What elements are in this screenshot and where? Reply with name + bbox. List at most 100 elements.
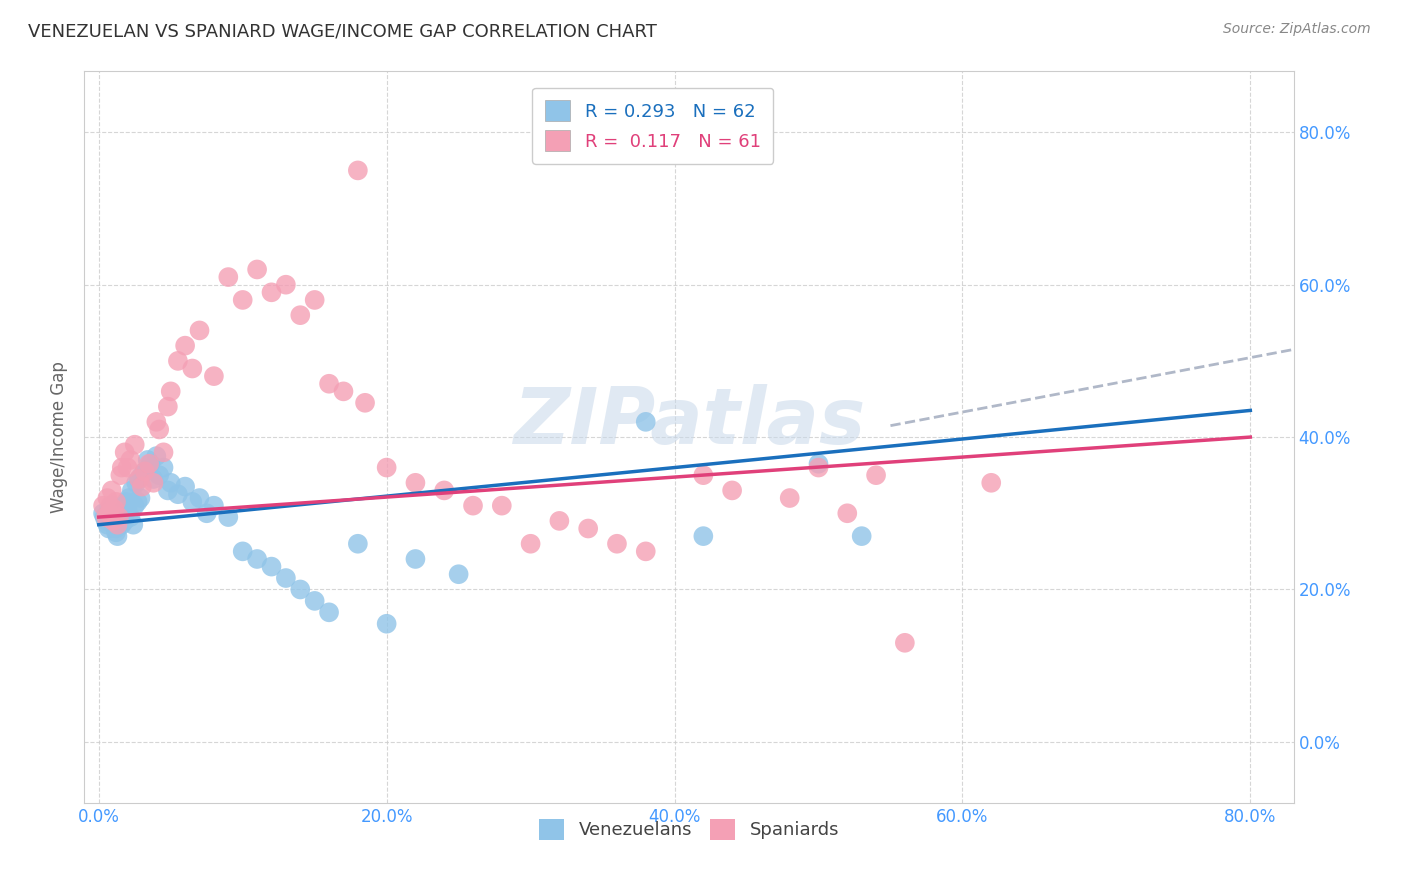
Point [174,480,197,494]
Point [721,483,744,498]
Text: ZIPatlas: ZIPatlas [513,384,865,460]
Point [634,415,657,429]
Point [94,514,117,528]
Point [304,594,326,608]
Point [125,475,148,490]
Point [779,491,801,505]
Point [634,544,657,558]
Point [136,453,159,467]
Point [93,510,115,524]
Point [692,529,714,543]
Point [97,521,120,535]
Point [354,396,377,410]
Point [110,506,132,520]
Point [167,354,190,368]
Point [318,605,340,619]
Point [318,376,340,391]
Point [433,483,456,498]
Point [107,529,129,543]
Point [100,483,122,498]
Point [156,400,179,414]
Point [246,262,269,277]
Point [491,499,513,513]
Point [375,616,398,631]
Point [129,491,152,505]
Point [117,460,139,475]
Point [217,510,239,524]
Point [101,514,124,528]
Point [124,438,146,452]
Point [274,571,297,585]
Point [195,506,218,520]
Point [807,457,830,471]
Point [105,521,128,535]
Point [152,445,174,459]
Point [108,510,131,524]
Point [865,468,887,483]
Point [112,499,135,513]
Point [120,510,142,524]
Point [111,460,134,475]
Point [107,517,129,532]
Point [851,529,873,543]
Point [148,468,170,483]
Point [139,457,162,471]
Point [375,460,398,475]
Point [98,502,121,516]
Point [174,338,197,352]
Point [232,293,254,307]
Point [447,567,470,582]
Point [128,472,150,486]
Point [134,464,156,478]
Point [274,277,297,292]
Point [202,499,225,513]
Point [118,491,141,505]
Point [128,472,150,486]
Point [202,369,225,384]
Point [837,506,859,520]
Point [105,525,128,540]
Point [131,468,153,483]
Point [91,499,114,513]
Point [127,495,149,509]
Point [159,475,181,490]
Point [290,582,312,597]
Point [142,475,165,490]
Point [114,514,136,528]
Point [101,506,124,520]
Point [110,468,132,483]
Point [96,517,118,532]
Point [100,499,122,513]
Point [138,457,160,471]
Point [159,384,181,399]
Point [105,495,128,509]
Point [108,514,131,528]
Point [548,514,571,528]
Point [576,521,599,535]
Point [104,502,127,516]
Point [121,483,143,498]
Point [156,483,179,498]
Point [152,460,174,475]
Point [332,384,354,399]
Point [246,552,269,566]
Legend: Venezuelans, Spaniards: Venezuelans, Spaniards [530,810,848,848]
Point [101,510,124,524]
Point [124,499,146,513]
Point [145,415,167,429]
Y-axis label: Wage/Income Gap: Wage/Income Gap [51,361,69,513]
Point [120,453,142,467]
Point [115,495,138,509]
Point [232,544,254,558]
Point [98,499,121,513]
Point [117,502,139,516]
Point [148,422,170,436]
Point [131,480,153,494]
Point [145,449,167,463]
Point [894,636,917,650]
Point [290,308,312,322]
Point [980,475,1002,490]
Point [134,464,156,478]
Point [122,517,145,532]
Text: Source: ZipAtlas.com: Source: ZipAtlas.com [1223,22,1371,37]
